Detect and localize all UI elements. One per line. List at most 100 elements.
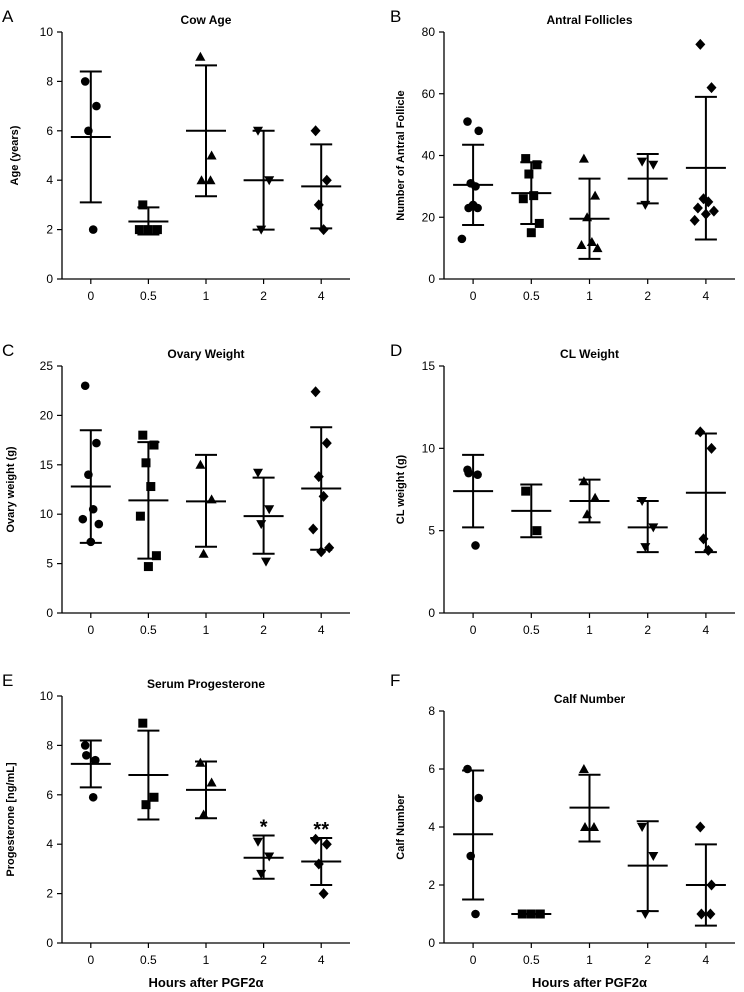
data-point	[592, 243, 603, 253]
y-tick-label: 0	[46, 272, 53, 286]
group-0.5	[511, 483, 552, 539]
data-point	[92, 438, 101, 448]
y-tick-label: 0	[428, 936, 435, 950]
data-point	[310, 125, 321, 137]
x-tick-label: 4	[318, 289, 325, 303]
data-point	[706, 442, 717, 454]
group-1	[569, 153, 610, 260]
chart-title: Serum Progesterone	[147, 677, 265, 691]
y-tick-label: 6	[46, 124, 53, 138]
data-point	[198, 809, 209, 819]
data-point	[135, 511, 145, 521]
data-point	[91, 755, 100, 765]
data-point	[463, 764, 472, 774]
panel-f: F Calf Number 0 2 4 6 8 0 0.5 1 2 4 Calf Number Hours…	[390, 671, 735, 990]
significance-marker: **	[313, 819, 329, 841]
data-point	[138, 430, 148, 440]
data-point	[580, 822, 590, 831]
data-point	[196, 175, 207, 185]
data-point	[308, 523, 319, 535]
data-point	[318, 888, 329, 900]
group-2	[243, 468, 284, 567]
y-tick-label: 0	[46, 606, 53, 620]
group-4	[301, 833, 342, 900]
group-1	[186, 51, 226, 198]
data-point	[205, 175, 216, 185]
y-tick-label: 25	[40, 359, 54, 373]
x-tick-label: 2	[644, 953, 651, 967]
data-point	[88, 504, 98, 514]
x-tick-label: 2	[260, 953, 267, 967]
data-point	[640, 543, 651, 553]
data-point	[321, 174, 332, 186]
data-point	[198, 548, 209, 558]
y-axis-label: Age (years)	[9, 125, 21, 185]
data-point	[149, 792, 159, 802]
x-tick-label: 0.5	[140, 623, 157, 637]
y-tick-label: 6	[428, 762, 435, 776]
y-tick-label: 10	[40, 507, 54, 521]
chart-title: CL Weight	[560, 347, 619, 361]
data-point	[84, 470, 93, 479]
data-point	[706, 82, 717, 94]
group-1	[569, 476, 610, 524]
data-point	[648, 523, 659, 533]
data-point	[264, 852, 275, 862]
y-tick-label: 8	[46, 74, 53, 88]
data-point	[637, 157, 648, 167]
data-point	[695, 821, 706, 833]
data-point	[582, 509, 593, 519]
group-1	[569, 764, 610, 843]
data-point	[586, 236, 597, 246]
data-point	[703, 544, 714, 556]
data-point	[134, 225, 144, 235]
group-0.5	[511, 154, 552, 238]
y-axis-label: Ovary weight (g)	[5, 446, 17, 533]
data-point	[321, 838, 332, 850]
data-point	[703, 196, 714, 208]
data-point	[521, 154, 531, 164]
data-point	[474, 793, 484, 803]
data-point	[582, 212, 593, 222]
data-point	[316, 546, 327, 558]
x-tick-label: 4	[318, 953, 325, 967]
y-tick-label: 4	[428, 820, 435, 834]
data-point	[474, 126, 484, 136]
data-point	[518, 194, 528, 204]
group-1	[186, 453, 226, 558]
data-point	[464, 468, 473, 478]
y-tick-label: 10	[422, 441, 436, 455]
group-2	[627, 152, 668, 210]
y-tick-label: 20	[422, 210, 436, 224]
panel-label: D	[390, 341, 402, 360]
data-point	[590, 190, 601, 200]
group-2	[243, 126, 284, 235]
group-0	[70, 70, 111, 234]
data-point	[86, 537, 96, 547]
x-axis-label: Hours after PGF2α	[532, 975, 647, 990]
y-axis-label: CL weight (g)	[395, 454, 407, 524]
y-tick-label: 2	[428, 878, 435, 892]
data-point	[195, 51, 206, 61]
y-axis-label: Progesterone [ng/mL]	[5, 762, 17, 877]
group-1	[186, 757, 226, 820]
data-point	[82, 750, 91, 760]
x-tick-label: 0	[87, 289, 94, 303]
data-point	[138, 718, 148, 728]
x-tick-label: 0.5	[523, 953, 540, 967]
x-tick-label: 4	[703, 289, 710, 303]
data-point	[576, 240, 587, 250]
data-point	[637, 823, 648, 832]
data-point	[526, 909, 536, 919]
y-tick-label: 15	[422, 359, 436, 373]
data-point	[256, 869, 267, 879]
x-tick-label: 0.5	[523, 623, 540, 637]
group-4	[685, 38, 726, 241]
group-0	[453, 453, 494, 550]
data-point	[578, 764, 589, 773]
group-0.5	[128, 430, 169, 572]
panel-d: D CL Weight 0 5 10 15 0 0.5 1 2 4 CL weight (g)	[390, 341, 735, 637]
x-tick-label: 0	[470, 623, 477, 637]
data-point	[529, 191, 539, 201]
